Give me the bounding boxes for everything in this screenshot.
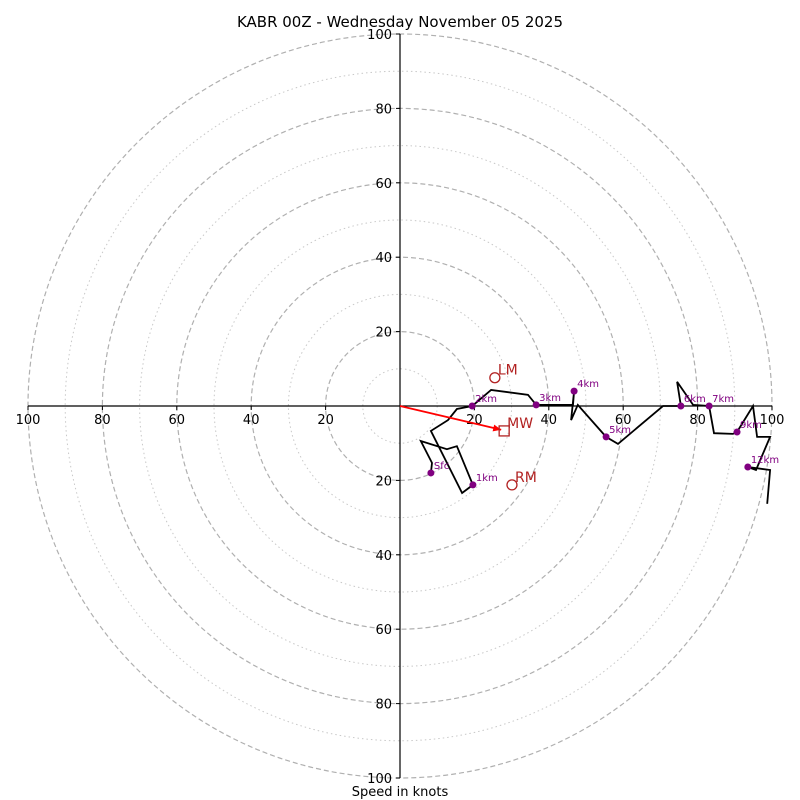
height-marker-label: Sfc xyxy=(434,461,449,472)
height-marker-label: 12km xyxy=(751,455,779,466)
tick-labels: 100 80 60 40 20 20 40 60 80 100100806040202040608… xyxy=(16,28,785,787)
height-marker-dot xyxy=(744,463,752,471)
y-tick-label: 40 xyxy=(375,251,392,266)
hodograph-trace xyxy=(419,381,772,504)
height-marker-dot xyxy=(469,481,477,489)
storm-motion-label: RM xyxy=(515,470,537,486)
mean-wind-arrow-line xyxy=(399,405,502,431)
height-marker-dot xyxy=(602,433,610,441)
height-marker-dot xyxy=(570,387,578,395)
mean-wind-vector xyxy=(399,405,502,432)
height-marker-dot xyxy=(427,469,435,477)
y-tick-label: 60 xyxy=(375,177,392,192)
height-marker-label: 9km xyxy=(740,420,762,431)
hodograph-line xyxy=(419,381,772,504)
y-tick-label: 100 xyxy=(367,28,392,43)
storm-motion-label: MW xyxy=(507,416,533,432)
height-marker-label: 7km xyxy=(712,394,734,405)
x-tick-label: 60 xyxy=(615,413,632,428)
x-tick-label: 100 xyxy=(16,413,41,428)
height-marker-label: 5km xyxy=(609,425,631,436)
height-marker-dot xyxy=(677,402,685,410)
x-tick-label: 40 xyxy=(243,413,260,428)
x-tick-label: 80 xyxy=(94,413,111,428)
storm-motion-label: LM xyxy=(498,363,518,379)
x-tick-label: 20 xyxy=(317,413,334,428)
x-tick-label: 40 xyxy=(541,413,558,428)
height-marker-label: 2km xyxy=(475,394,497,405)
height-marker-label: 6km xyxy=(684,394,706,405)
y-tick-label: 100 xyxy=(367,772,392,787)
y-tick-label: 80 xyxy=(375,102,392,117)
height-marker-dot xyxy=(532,401,540,409)
x-tick-label: 60 xyxy=(169,413,186,428)
height-marker-dot xyxy=(733,428,741,436)
storm-motion-circle-marker xyxy=(506,479,518,491)
height-marker-label: 3km xyxy=(539,393,561,404)
height-marker-label: 1km xyxy=(476,473,498,484)
storm-motion-square-marker xyxy=(498,425,510,437)
y-tick-label: 60 xyxy=(375,623,392,638)
height-marker-dot xyxy=(705,402,713,410)
y-tick-label: 40 xyxy=(375,549,392,564)
chart-title: KABR 00Z - Wednesday November 05 2025 xyxy=(237,13,563,31)
height-marker-label: 4km xyxy=(577,379,599,390)
storm-motion-circle-marker xyxy=(489,372,501,384)
storm-motion-markers: LM MW RM xyxy=(489,363,537,491)
y-tick-label: 80 xyxy=(375,698,392,713)
x-axis-label: Speed in knots xyxy=(352,785,449,800)
height-marker-dot xyxy=(468,402,476,410)
x-tick-label: 80 xyxy=(689,413,706,428)
y-tick-label: 20 xyxy=(375,326,392,341)
height-markers: Sfc 1km 2km 3km 4km 5km 6km 7km 9km 12km xyxy=(427,379,779,489)
x-tick-label: 100 xyxy=(760,413,785,428)
y-tick-label: 20 xyxy=(375,474,392,489)
